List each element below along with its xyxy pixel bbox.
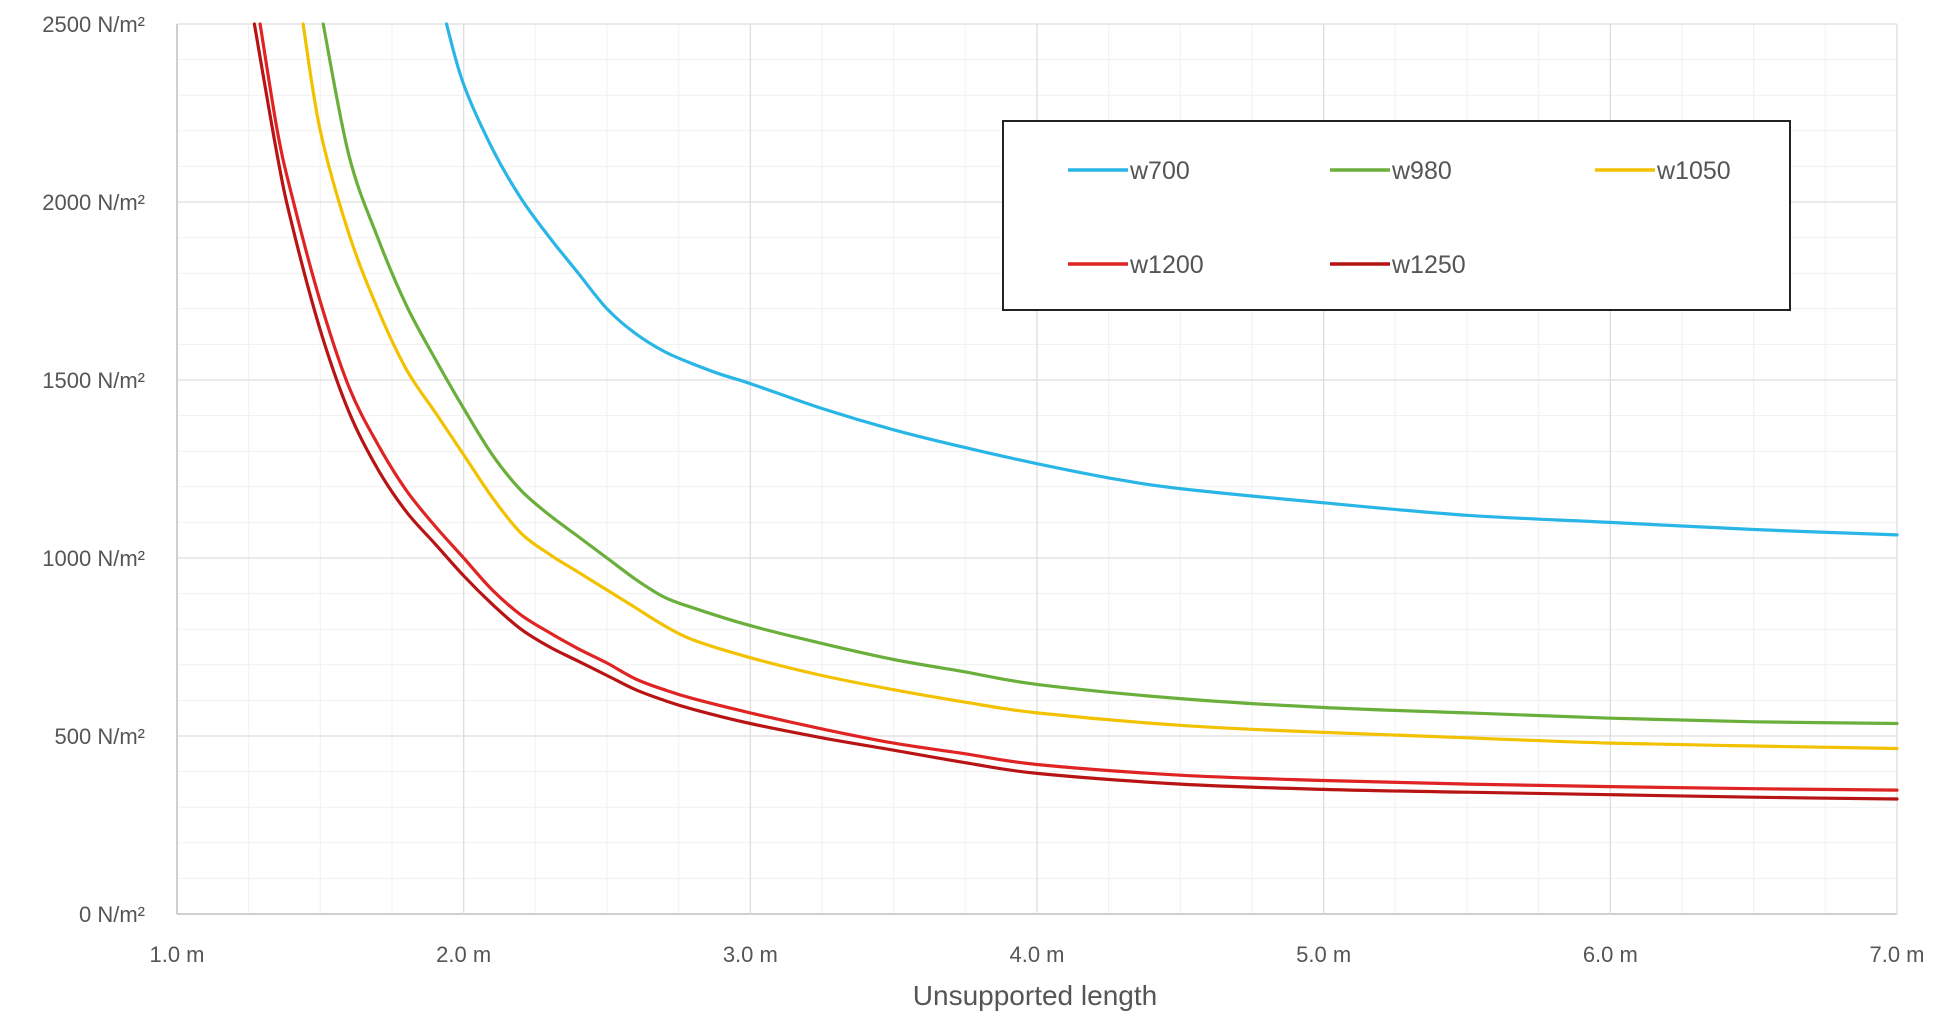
x-tick-label: 1.0 m bbox=[149, 942, 204, 967]
series-line-w700 bbox=[444, 22, 1899, 537]
y-tick-label: 500 N/m² bbox=[55, 724, 145, 749]
legend-label-w700: w700 bbox=[1129, 157, 1190, 185]
y-tick-label: 2500 N/m² bbox=[42, 12, 145, 37]
x-axis-title: Unsupported length bbox=[913, 980, 1157, 1011]
y-tick-label: 0 N/m² bbox=[79, 902, 145, 927]
legend-label-w1250: w1250 bbox=[1391, 251, 1466, 279]
x-tick-label: 5.0 m bbox=[1296, 942, 1351, 967]
x-tick-label: 6.0 m bbox=[1583, 942, 1638, 967]
series-line-w980 bbox=[321, 22, 1899, 726]
series-line-w1050 bbox=[301, 22, 1899, 751]
y-tick-label: 1500 N/m² bbox=[42, 368, 145, 393]
x-tick-label: 7.0 m bbox=[1869, 942, 1924, 967]
legend: w700 w980 w1050 w1200 w1250 bbox=[1002, 120, 1791, 311]
legend-label-w1200: w1200 bbox=[1129, 251, 1204, 279]
legend-label-w1050: w1050 bbox=[1656, 157, 1731, 185]
series-line-w1200 bbox=[258, 22, 1899, 792]
x-tick-label: 4.0 m bbox=[1009, 942, 1064, 967]
y-tick-label: 2000 N/m² bbox=[42, 190, 145, 215]
x-axis-tick-labels: 1.0 m 2.0 m 3.0 m 4.0 m 5.0 m 6.0 m 7.0 m bbox=[149, 942, 1924, 967]
x-tick-label: 2.0 m bbox=[436, 942, 491, 967]
y-axis-tick-labels: 0 N/m² 500 N/m² 1000 N/m² 1500 N/m² 2000 N/m… bbox=[42, 12, 145, 927]
series-lines bbox=[252, 22, 1899, 801]
series-line-w1250 bbox=[252, 22, 1899, 801]
legend-label-w980: w980 bbox=[1391, 157, 1452, 185]
legend-frame bbox=[1002, 120, 1791, 311]
y-tick-label: 1000 N/m² bbox=[42, 546, 145, 571]
x-tick-label: 3.0 m bbox=[723, 942, 778, 967]
